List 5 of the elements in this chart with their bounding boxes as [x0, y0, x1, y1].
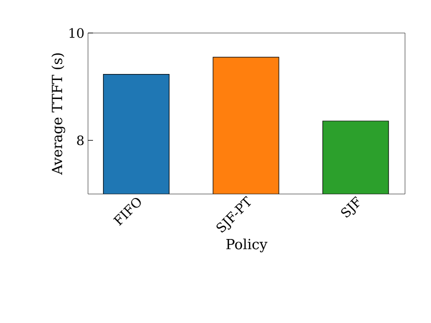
x-tick-label: SJF: [341, 196, 360, 218]
x-axis-title: Policy: [226, 238, 268, 252]
y-tick-label: 8: [77, 135, 84, 146]
y-tick-label: 10: [70, 28, 84, 38]
y-axis-title: Average TTFT (s): [51, 53, 66, 175]
